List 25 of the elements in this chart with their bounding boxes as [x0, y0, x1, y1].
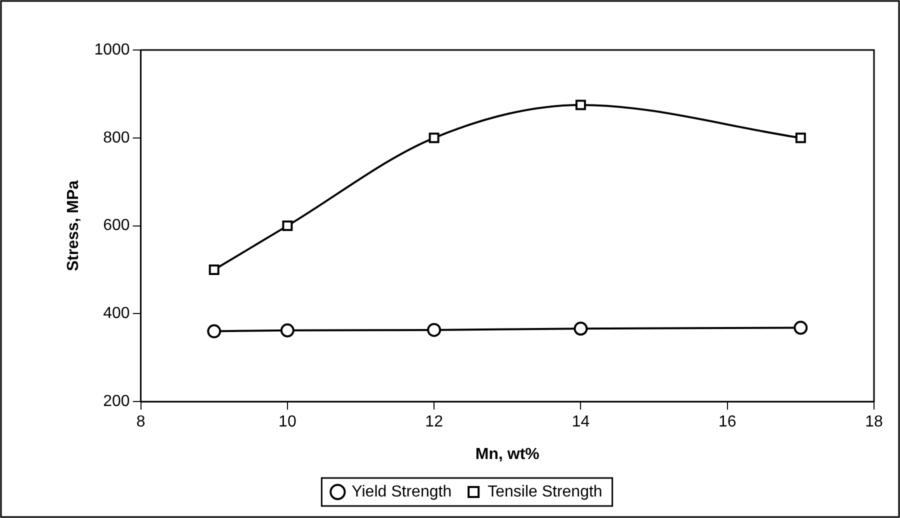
x-tick-label: 12 — [425, 414, 444, 431]
y-tick-label: 200 — [103, 393, 130, 410]
y-tick-label: 600 — [103, 217, 130, 234]
legend-label: Tensile Strength — [488, 483, 602, 500]
x-tick-label: 10 — [278, 414, 296, 431]
y-tick-label: 1000 — [94, 41, 130, 58]
x-axis-title: Mn, wt% — [475, 446, 540, 463]
point — [575, 100, 586, 110]
point — [428, 132, 440, 144]
point — [208, 264, 220, 275]
point — [574, 322, 588, 336]
point — [427, 322, 442, 337]
y-axis-title: Stress, MPa — [65, 180, 82, 272]
x-tick-label: 16 — [718, 414, 736, 431]
y-tick-label: 800 — [103, 129, 130, 146]
point — [207, 324, 222, 338]
x-tick-label: 8 — [136, 414, 146, 431]
point — [794, 320, 808, 335]
y-tick-label: 400 — [103, 305, 130, 322]
x-tick-label: 18 — [865, 414, 883, 431]
legend-label: Yield Strength — [352, 483, 452, 500]
point — [795, 132, 806, 144]
x-tick-label: 14 — [572, 414, 590, 431]
point — [282, 220, 293, 232]
point — [280, 323, 294, 338]
